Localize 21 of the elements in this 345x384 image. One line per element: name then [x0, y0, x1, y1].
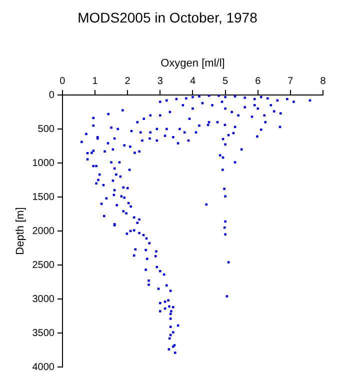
y-tick-label: 1000	[32, 158, 55, 169]
x-tick-label: 7	[288, 76, 294, 87]
x-tick-label: 2	[124, 76, 131, 87]
x-tick-label: 1	[92, 76, 98, 87]
y-tick-label: 500	[38, 124, 55, 135]
x-tick-label: 3	[157, 76, 164, 87]
x-tick-label: 4	[190, 76, 196, 87]
x-axis-title: Oxygen [ml/l]	[160, 57, 225, 70]
x-tick-label: 8	[320, 76, 326, 87]
y-tick-label: 2000	[32, 226, 55, 237]
x-tick-label: 5	[222, 76, 229, 87]
x-tick-label: 6	[255, 76, 262, 87]
chart-title: MODS2005 in October, 1978	[78, 9, 258, 26]
y-tick-label: 3500	[32, 328, 55, 339]
y-tick-label: 0	[48, 90, 55, 101]
y-tick-label: 3000	[32, 294, 55, 305]
y-tick-label: 2500	[32, 260, 55, 271]
y-tick-label: 1500	[32, 192, 55, 203]
y-tick-label: 4000	[32, 362, 55, 373]
x-tick-label: 0	[60, 76, 66, 87]
y-axis-title: Depth [m]	[14, 207, 27, 255]
